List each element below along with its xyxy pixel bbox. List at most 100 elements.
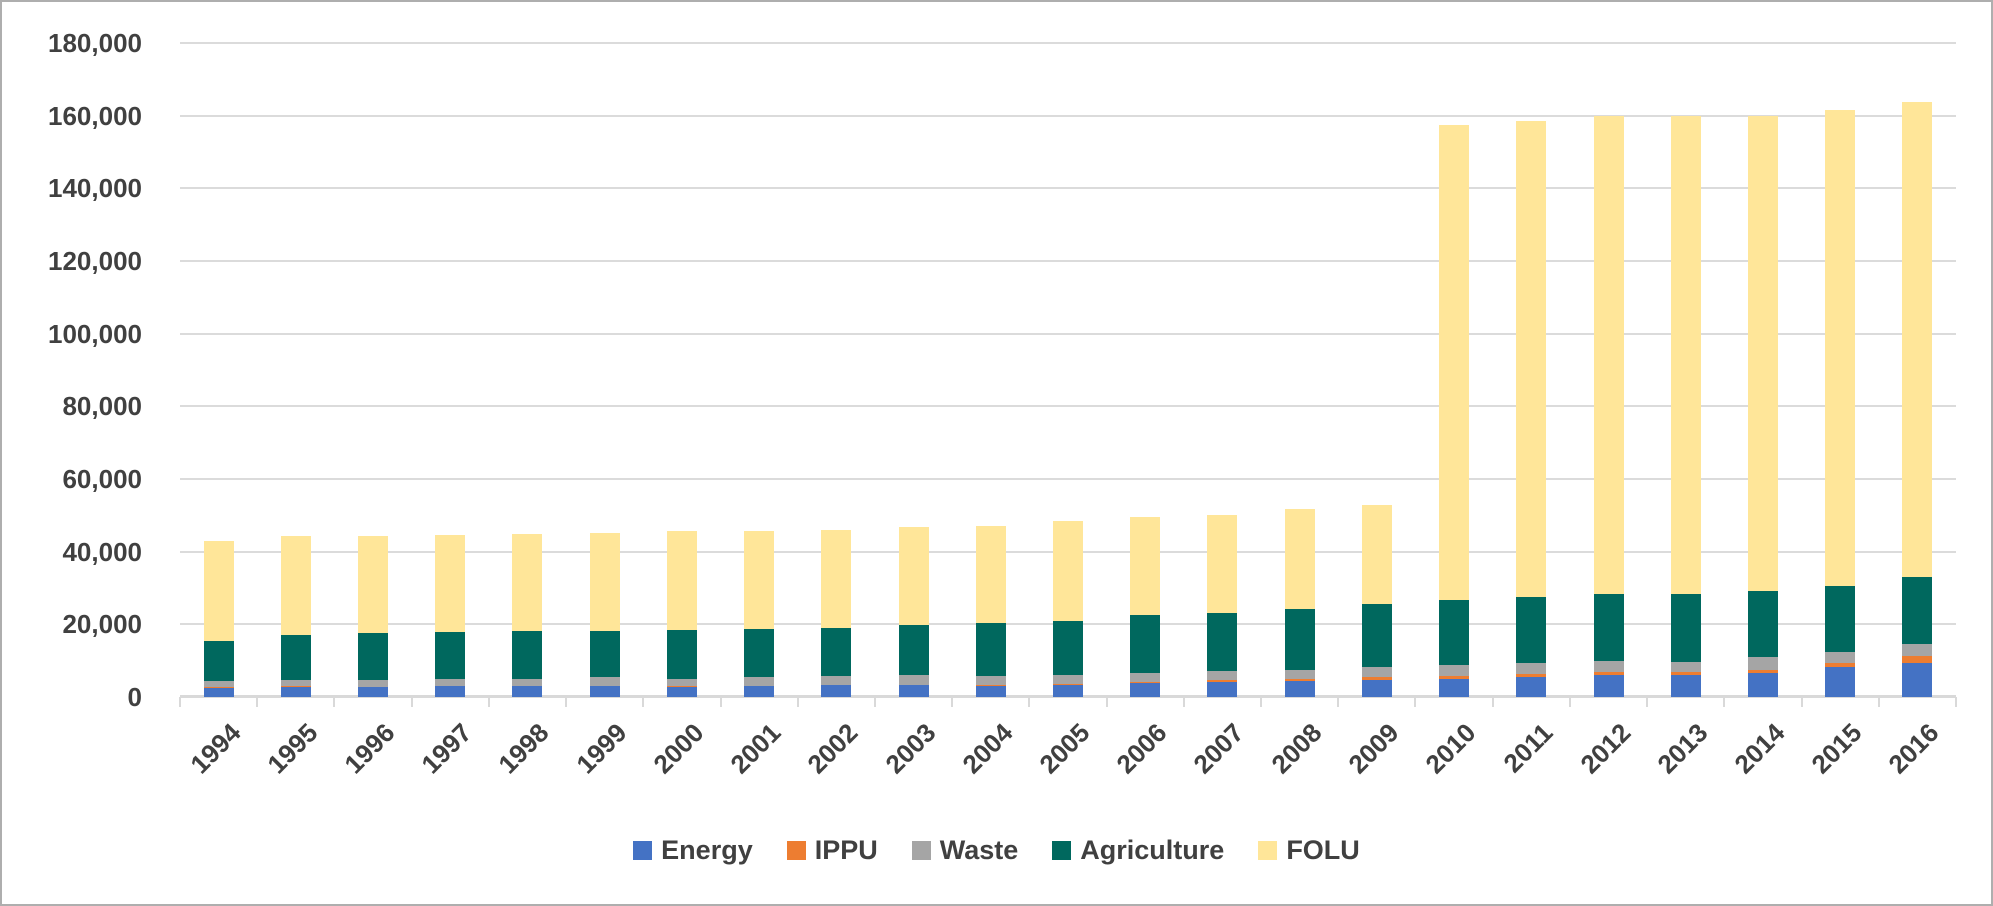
bar-2005-energy-segment (1053, 685, 1083, 697)
x-axis-label: 2000 (647, 717, 710, 780)
bar-1995 (280, 536, 311, 697)
bar-2007-folu-segment (1207, 514, 1238, 614)
bar-2011-waste-segment (1516, 663, 1547, 674)
bar-2003-ippu-segment (898, 684, 929, 686)
bar-1997-waste-segment (435, 679, 466, 686)
y-axis-label: 0 (127, 682, 142, 712)
bar-1996-agriculture-segment (358, 633, 389, 680)
bar-2006-waste-segment (1130, 672, 1161, 682)
legend-label: IPPU (814, 835, 878, 865)
x-axis-tick (1337, 697, 1340, 707)
bar-2004-ippu-segment (975, 685, 1006, 687)
x-axis-label: 2013 (1651, 717, 1714, 780)
bar-2004-energy-segment (975, 686, 1006, 697)
x-axis-label: 1995 (261, 717, 324, 780)
x-axis-tick (719, 697, 722, 707)
bar-2011-agriculture-segment (1516, 597, 1547, 664)
x-axis-label: 1999 (570, 717, 633, 780)
y-axis-label: 20,000 (62, 609, 142, 640)
y-axis-label: 60,000 (62, 464, 142, 494)
bar-2005 (1053, 521, 1083, 697)
x-axis-label: 2011 (1497, 717, 1559, 779)
bar-2013-ippu-segment (1670, 671, 1701, 676)
bar-1996-energy-segment (358, 687, 389, 697)
legend-item-waste: Waste (911, 835, 1018, 865)
x-axis-label: 2005 (1033, 717, 1096, 780)
bar-2008 (1284, 508, 1315, 697)
x-axis-tick (1414, 697, 1417, 707)
bar-2012-folu-segment (1593, 116, 1624, 595)
x-axis-label: 2006 (1110, 717, 1173, 780)
bar-2016-folu-segment (1902, 101, 1933, 578)
gridline (180, 405, 1956, 408)
x-axis-tick (487, 697, 490, 707)
bar-1999-waste-segment (589, 677, 620, 686)
bar-2012-energy-segment (1593, 675, 1624, 697)
x-axis-tick (1723, 697, 1726, 707)
bar-2000-energy-segment (666, 687, 697, 697)
x-axis-label: 2010 (1419, 717, 1482, 780)
x-axis-tick (1800, 697, 1803, 707)
x-axis-tick (179, 697, 181, 707)
y-axis-label: 40,000 (62, 536, 142, 567)
bar-2007-waste-segment (1207, 671, 1238, 681)
bar-2014-waste-segment (1747, 656, 1778, 670)
bar-2012 (1593, 116, 1624, 697)
bar-2000-waste-segment (666, 678, 697, 687)
x-axis-label: 2004 (956, 717, 1019, 780)
bar-1995-waste-segment (280, 679, 311, 687)
x-axis-tick (1955, 697, 1957, 707)
bar-2009-energy-segment (1361, 680, 1392, 697)
bar-2006-energy-segment (1130, 683, 1161, 697)
y-axis-label: 100,000 (48, 318, 142, 349)
x-axis-tick (796, 697, 799, 707)
legend-label: Agriculture (1080, 835, 1225, 865)
x-axis-tick (1105, 697, 1108, 707)
bar-2000-ippu-segment (666, 686, 697, 688)
x-axis-tick (873, 697, 876, 707)
bar-2014 (1747, 115, 1778, 697)
x-axis-label: 2012 (1573, 717, 1637, 780)
legend-item-folu: FOLU (1258, 835, 1360, 865)
plot-area (180, 42, 1956, 698)
bar-2005-agriculture-segment (1053, 620, 1083, 675)
bar-2015 (1825, 109, 1856, 697)
bar-2002-agriculture-segment (821, 628, 852, 677)
bar-2001-ippu-segment (744, 685, 775, 687)
x-axis-tick (642, 697, 645, 707)
bar-2015-energy-segment (1825, 666, 1856, 697)
bar-1999-energy-segment (589, 686, 620, 697)
x-axis-label: 2003 (878, 717, 942, 780)
bar-2010-folu-segment (1439, 124, 1470, 601)
bar-2003 (898, 526, 929, 697)
x-axis-tick (1260, 697, 1263, 707)
bar-1996-folu-segment (358, 536, 389, 634)
bar-2013-waste-segment (1670, 661, 1701, 672)
bar-2003-folu-segment (898, 526, 929, 625)
x-axis-tick (333, 697, 336, 707)
bar-2015-waste-segment (1825, 651, 1856, 663)
folu-swatch-icon (1258, 840, 1278, 860)
bar-2009-waste-segment (1361, 667, 1392, 678)
bar-1994-energy-segment (203, 687, 234, 697)
legend-label: FOLU (1286, 835, 1360, 865)
agriculture-swatch-icon (1052, 840, 1072, 860)
x-axis-tick (1568, 697, 1571, 707)
bar-2014-energy-segment (1747, 672, 1778, 697)
bar-2001 (744, 530, 775, 697)
bar-1994-agriculture-segment (203, 640, 234, 681)
bar-1998 (512, 533, 543, 697)
bar-2008-ippu-segment (1284, 678, 1315, 682)
y-axis-label: 180,000 (48, 28, 142, 58)
y-axis-label: 160,000 (48, 100, 142, 131)
bar-2002-waste-segment (821, 676, 852, 685)
bar-2007-ippu-segment (1207, 680, 1238, 683)
bar-2003-waste-segment (898, 675, 929, 685)
bar-2014-folu-segment (1747, 115, 1778, 592)
bar-2009-agriculture-segment (1361, 604, 1392, 668)
gridline (180, 478, 1956, 480)
bar-1997-agriculture-segment (435, 632, 466, 680)
x-axis-label: 2015 (1805, 717, 1868, 780)
bar-2013-energy-segment (1670, 675, 1701, 697)
x-axis-label: 2002 (801, 717, 864, 780)
